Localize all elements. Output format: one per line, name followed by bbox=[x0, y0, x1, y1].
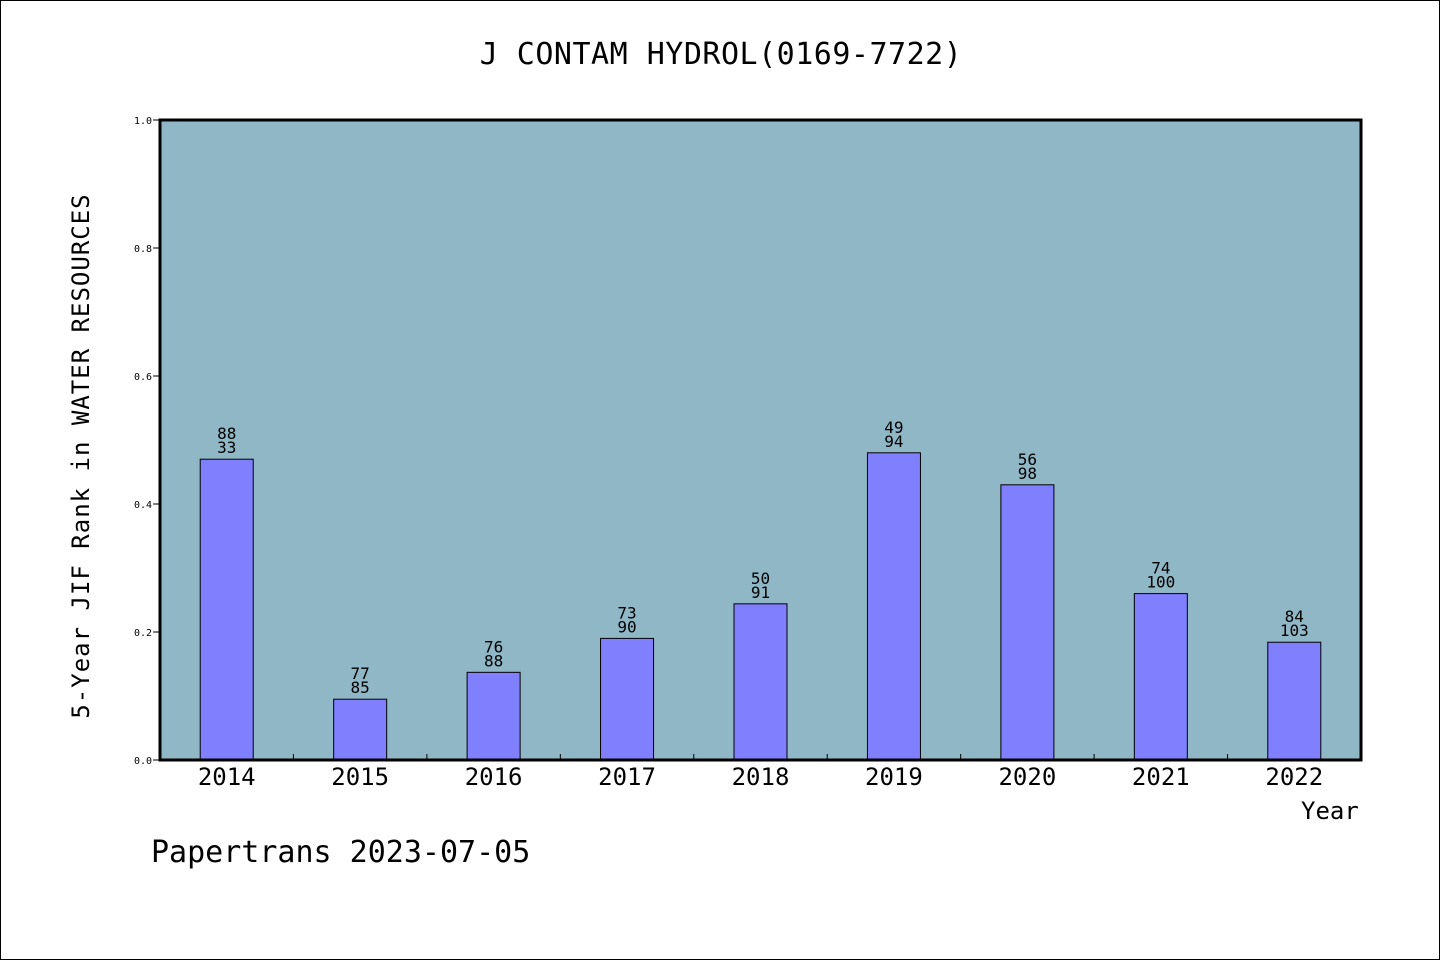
bar-label-top: 56 bbox=[1018, 450, 1037, 469]
y-tick-label: 0.8 bbox=[134, 244, 152, 255]
y-tick-label: 0.6 bbox=[134, 372, 152, 383]
x-tick-label: 2021 bbox=[1132, 763, 1190, 791]
bar-label-bottom: 88 bbox=[484, 651, 503, 670]
bar-label-top: 88 bbox=[217, 424, 236, 443]
y-tick-label: 0.4 bbox=[134, 500, 152, 511]
x-tick-label: 2018 bbox=[732, 763, 790, 791]
bar-label-bottom: 85 bbox=[351, 678, 370, 697]
bar-label-top: 84 bbox=[1285, 607, 1304, 626]
footer-text: Papertrans 2023-07-05 bbox=[151, 835, 531, 870]
x-tick-label: 2016 bbox=[465, 763, 523, 791]
bar-label-bottom: 33 bbox=[217, 438, 236, 457]
bar-2014 bbox=[199, 458, 254, 761]
bar-label-bottom: 98 bbox=[1018, 464, 1037, 483]
y-tick-label: 1.0 bbox=[134, 116, 152, 127]
bar-label-top: 49 bbox=[884, 418, 903, 437]
bar-2018 bbox=[733, 603, 788, 761]
x-tick-label: 2020 bbox=[998, 763, 1056, 791]
y-tick-label: 0.0 bbox=[134, 756, 152, 767]
bar-label-top: 77 bbox=[351, 664, 370, 683]
x-tick-label: 2019 bbox=[865, 763, 923, 791]
x-tick-label: 2014 bbox=[198, 763, 256, 791]
bar-label-bottom: 103 bbox=[1280, 621, 1309, 640]
bar-2021 bbox=[1133, 593, 1188, 761]
bar-label-bottom: 91 bbox=[751, 583, 770, 602]
bar-label-top: 76 bbox=[484, 637, 503, 656]
bar-2019 bbox=[866, 452, 921, 761]
bar-label-top: 50 bbox=[751, 569, 770, 588]
x-tick-label: 2017 bbox=[598, 763, 656, 791]
bar-label-bottom: 94 bbox=[884, 432, 903, 451]
bar-label-bottom: 90 bbox=[617, 617, 636, 636]
bar-label-top: 73 bbox=[617, 603, 636, 622]
bar-label-bottom: 100 bbox=[1146, 573, 1175, 592]
plot-border bbox=[158, 118, 1363, 762]
x-tick-label: 2022 bbox=[1265, 763, 1323, 791]
x-axis-label: Year bbox=[1301, 797, 1359, 825]
bar-2022 bbox=[1267, 641, 1322, 761]
bar-2016 bbox=[466, 671, 521, 761]
chart-title: J CONTAM HYDROL(0169-7722) bbox=[479, 37, 963, 72]
bar-2020 bbox=[1000, 484, 1055, 761]
x-tick-label: 2015 bbox=[331, 763, 389, 791]
bar-2017 bbox=[600, 637, 655, 761]
bar-2015 bbox=[333, 698, 388, 761]
bar-label-top: 74 bbox=[1151, 559, 1170, 578]
y-tick-label: 0.2 bbox=[134, 628, 152, 639]
